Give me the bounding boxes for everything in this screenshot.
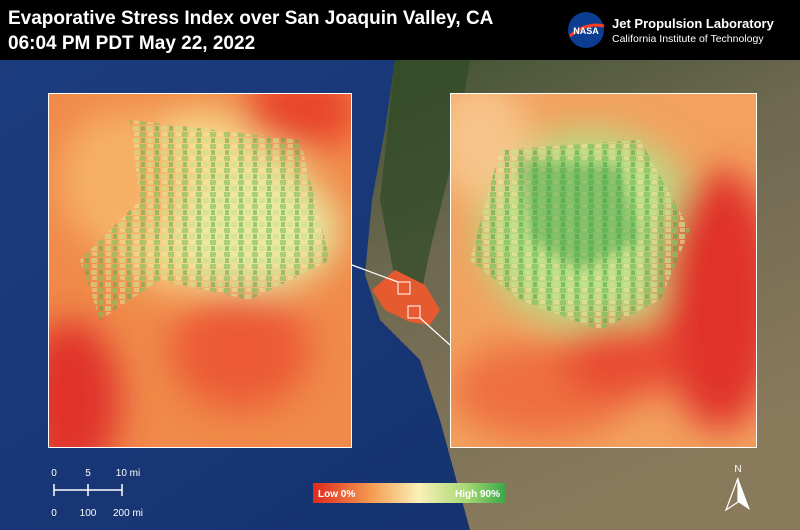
color-ramp <box>313 483 505 503</box>
nasa-wordmark: NASA <box>573 26 599 36</box>
legend-high: High 90% <box>455 489 500 500</box>
scale-label: 10 mi <box>116 468 140 479</box>
scale-label: 200 mi <box>113 508 143 519</box>
scale-label: 100 <box>80 508 97 519</box>
scale-line <box>53 484 123 496</box>
scale-label: 5 <box>85 468 91 479</box>
lab-name: Jet Propulsion Laboratory <box>612 16 775 31</box>
arrow-left <box>724 477 739 512</box>
left-panel <box>48 93 352 448</box>
california-esi <box>372 270 440 325</box>
inset-box-right <box>407 305 421 319</box>
nasa-swoosh <box>569 23 605 38</box>
connector <box>351 264 399 283</box>
scale-bar: 0 5 10 mi 0 100 200 mi <box>51 468 143 519</box>
inset-box-left <box>397 281 411 295</box>
connector <box>419 317 451 346</box>
scale-label: 0 <box>51 468 57 479</box>
nasa-logo <box>568 12 604 48</box>
north-label: N <box>734 464 741 475</box>
forest <box>380 60 470 300</box>
institute-name: California Institute of Technology <box>612 33 764 45</box>
arrow-right <box>738 478 750 510</box>
timestamp: 06:04 PM PDT May 22, 2022 <box>8 33 255 54</box>
right-panel <box>450 93 757 448</box>
map-title: Evaporative Stress Index over San Joaqui… <box>8 8 494 29</box>
north-arrow: N <box>724 464 750 512</box>
scale-label: 0 <box>51 508 57 519</box>
legend-low: Low 0% <box>318 489 355 500</box>
header-bar <box>0 0 800 60</box>
legend: Low 0% High 90% <box>313 483 505 503</box>
